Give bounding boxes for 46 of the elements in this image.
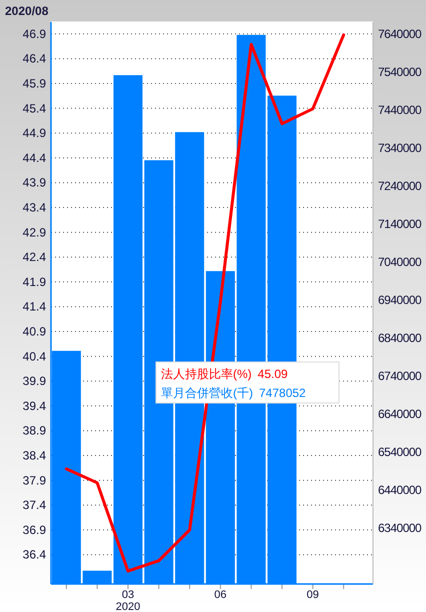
y2-tick-label: 6640000 (378, 406, 422, 421)
y2-tick-label: 6840000 (378, 330, 422, 345)
y2-tick-label: 6940000 (378, 292, 422, 307)
y-tick-label: 36.4 (22, 548, 46, 562)
y-tick-label: 41.4 (22, 300, 46, 314)
x-tick-label: 03 (122, 589, 134, 601)
x-tick-label: 09 (306, 589, 319, 601)
y2-tick-label: 7240000 (378, 179, 422, 194)
series-label: 法人持股比率(%) (161, 367, 252, 381)
y-tick-label: 38.4 (22, 448, 46, 463)
annotation: 45.09 (258, 367, 288, 381)
y2-tick-label: 6540000 (378, 444, 422, 459)
y2-tick-label: 7040000 (378, 254, 422, 269)
line-series (64, 33, 346, 573)
y-tick-label: 36.9 (22, 522, 46, 537)
y2-tick-label: 7640000 (378, 27, 422, 42)
y2-tick-label: 7440000 (378, 103, 422, 118)
y-tick-label: 40.9 (22, 324, 46, 339)
y-tick-label: 42.4 (22, 250, 46, 264)
y-tick-label: 43.9 (22, 176, 46, 190)
y-tick-label: 41.9 (22, 274, 46, 289)
y2-tick-label: 6740000 (378, 368, 422, 383)
y2-tick-label: 6440000 (378, 482, 422, 497)
y-tick-label: 43.4 (22, 200, 46, 215)
text: 2020 (116, 601, 140, 612)
y2-tick-label: 7140000 (378, 217, 422, 232)
y-tick-label: 37.4 (22, 498, 46, 512)
y-tick-label: 39.4 (22, 398, 46, 413)
series-label: 單月合併營收(千) (161, 386, 253, 400)
y-tick-label: 46.4 (22, 52, 46, 66)
y2-tick-label: 7540000 (378, 65, 422, 80)
annotation: 7478052 (259, 386, 306, 400)
y-tick-label: 37.9 (22, 473, 46, 488)
y2-tick-label: 6340000 (378, 520, 422, 535)
y-tick-label: 44.4 (22, 150, 46, 165)
y-tick-label: 45.9 (22, 76, 46, 91)
y-tick-label: 38.9 (22, 424, 46, 438)
y-tick-label: 40.4 (22, 349, 46, 364)
y2-tick-label: 7340000 (378, 141, 422, 156)
chart-title: 2020/08 (5, 4, 49, 18)
y-tick-label: 46.9 (22, 26, 46, 41)
y-tick-label: 45.4 (22, 101, 46, 116)
x-tick-label: 06 (214, 589, 227, 601)
y-tick-label: 42.9 (22, 225, 46, 240)
y-tick-label: 39.9 (22, 374, 46, 388)
y-tick-label: 44.9 (22, 126, 46, 140)
